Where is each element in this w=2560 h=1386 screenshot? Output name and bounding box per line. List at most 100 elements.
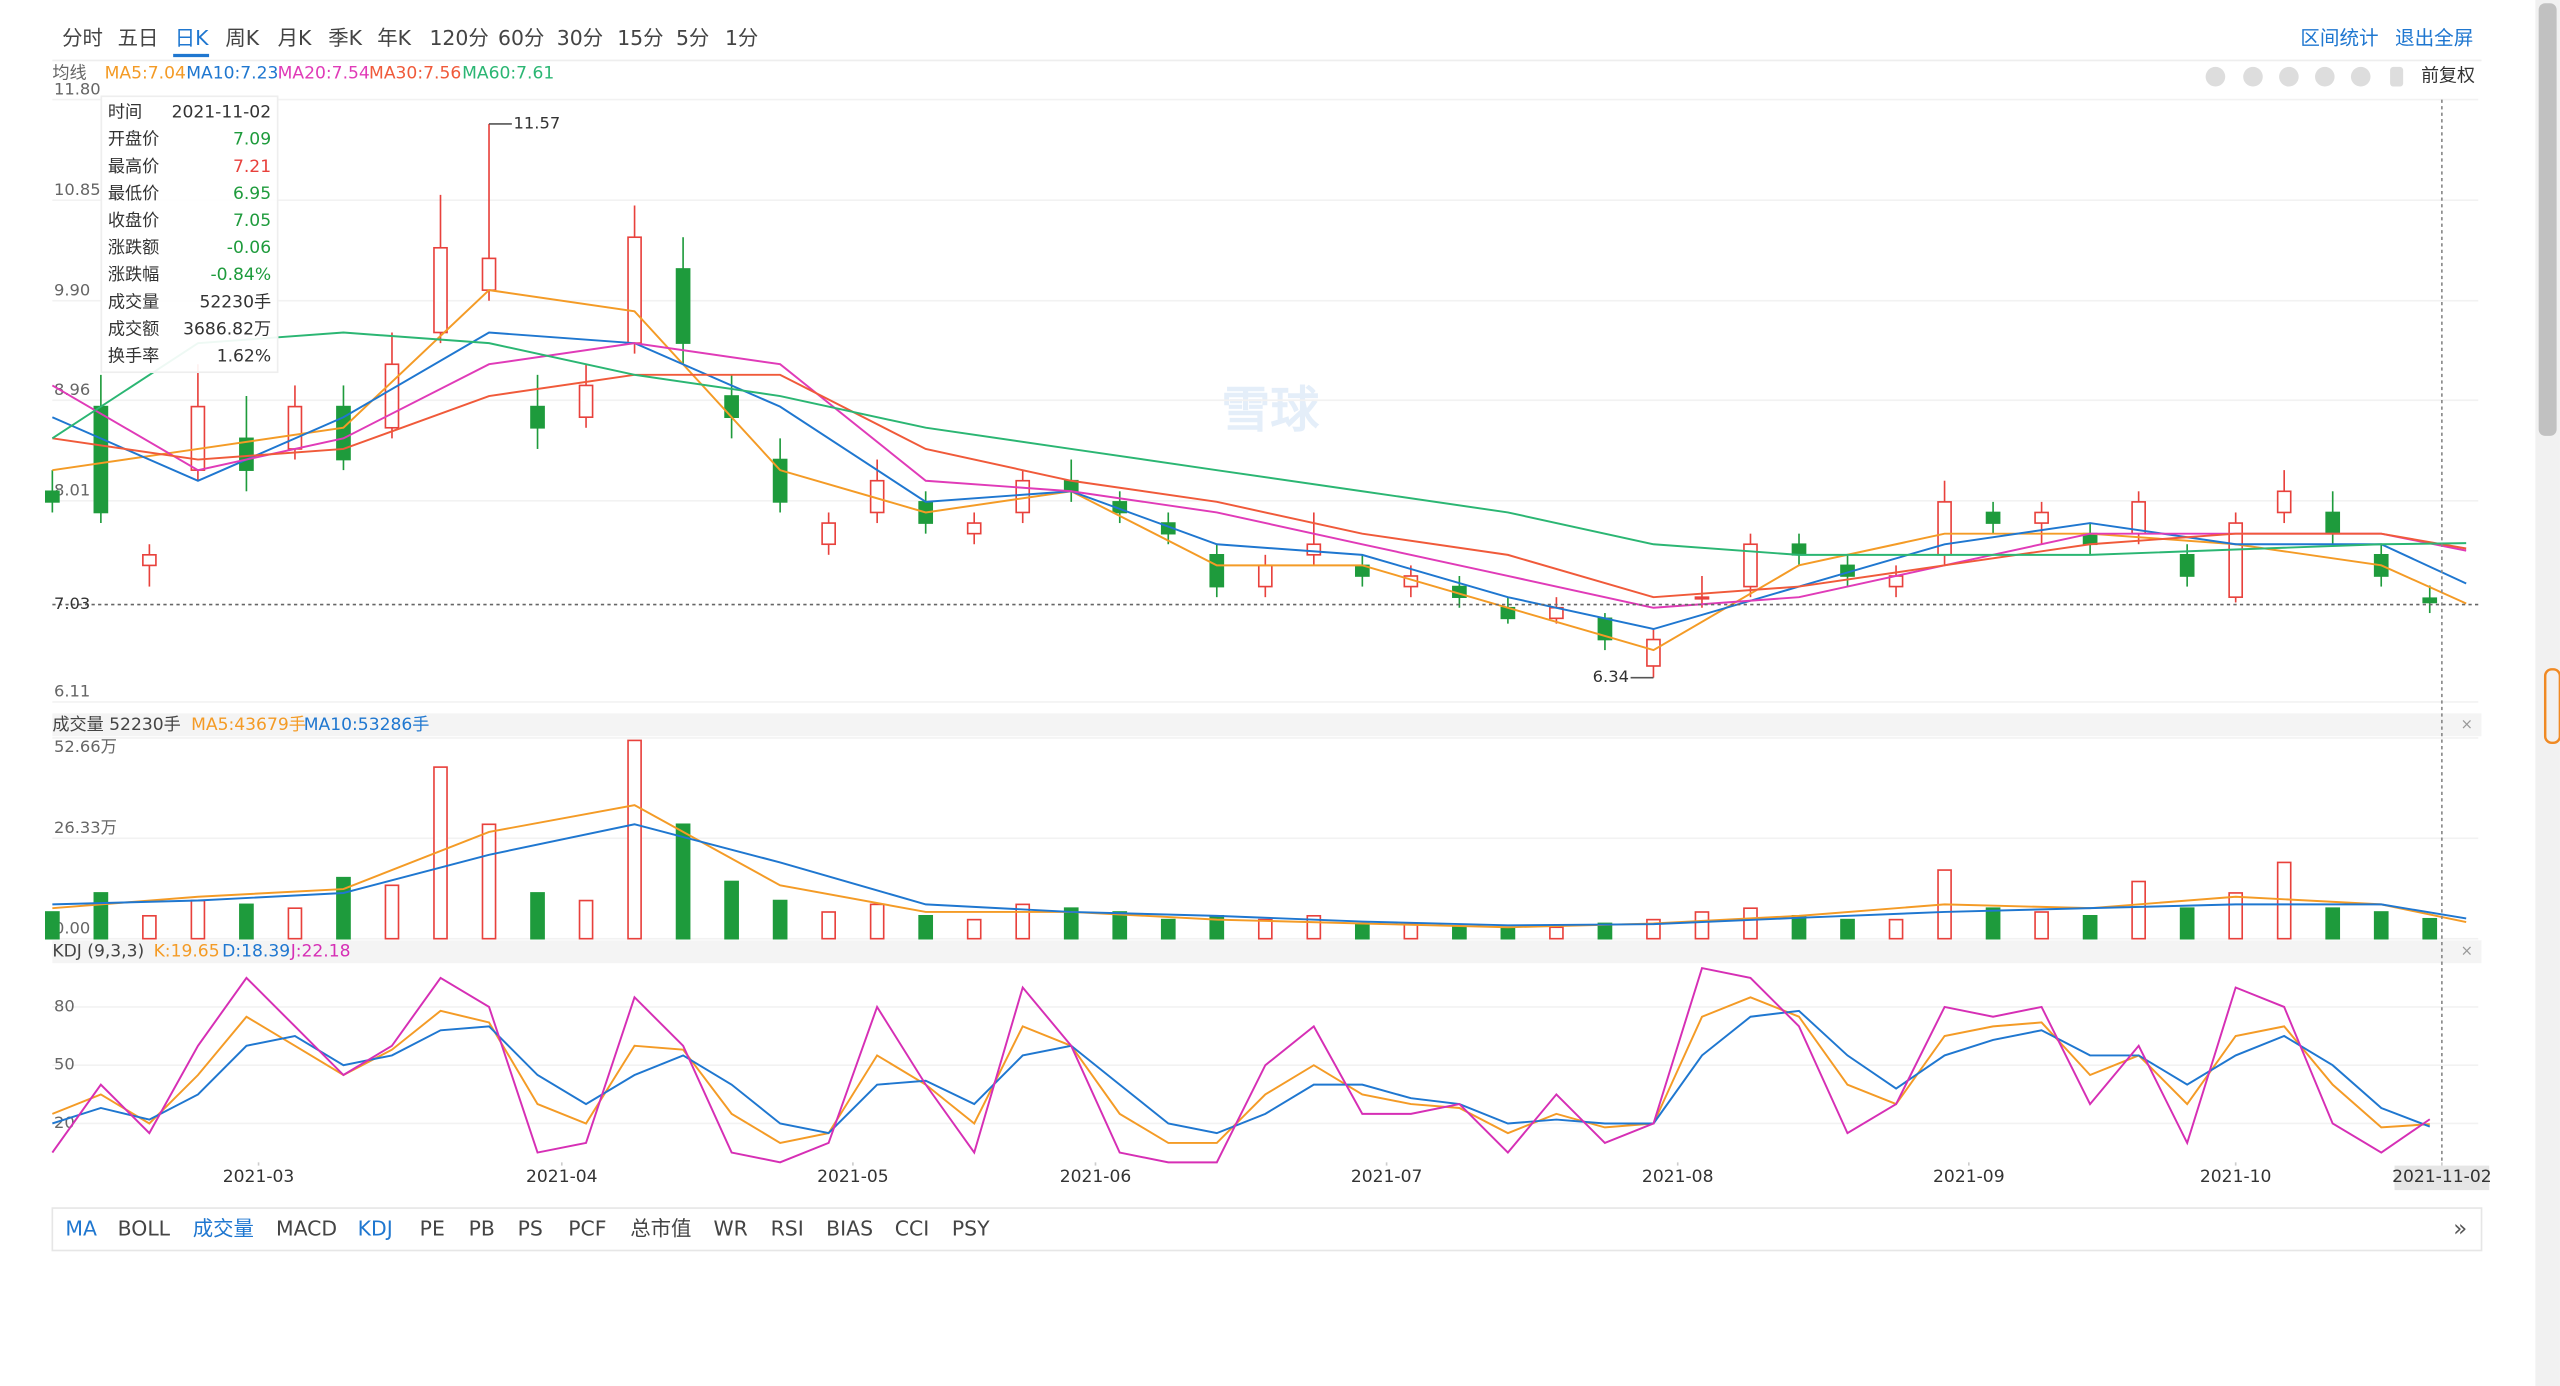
tooltip-value: 7.05 [233, 211, 271, 231]
period-tab[interactable]: 分时 [62, 26, 103, 50]
kdj-line [51, 996, 2430, 1144]
candle-body [821, 522, 836, 546]
icon[interactable] [2205, 66, 2226, 87]
volume-bar [481, 823, 497, 940]
panel-legend: MA10:53286手 [304, 715, 430, 735]
candle-body [578, 384, 594, 419]
indicator-tab[interactable]: BIAS [826, 1216, 873, 1240]
volume-bar [1015, 903, 1031, 940]
indicator-tab[interactable]: MA [65, 1216, 97, 1240]
period-tab[interactable]: 五日 [118, 26, 159, 50]
price-line-label: 7.03 [54, 594, 90, 613]
volume-bar [1354, 922, 1370, 940]
tooltip-box [100, 95, 279, 374]
period-tab[interactable]: 15分 [617, 26, 663, 50]
period-tab[interactable]: 1分 [725, 26, 758, 50]
tooltip-value: 7.09 [233, 130, 271, 150]
volume-bar [1452, 926, 1467, 940]
indicator-tab[interactable]: PE [420, 1216, 445, 1240]
volume-bar [675, 823, 691, 940]
ma-line [52, 289, 2467, 652]
volume-bar [2131, 880, 2146, 940]
candle-body [1791, 543, 1807, 556]
candle-body [481, 257, 497, 291]
volume-bar [45, 911, 60, 940]
period-tab[interactable]: 周K [225, 26, 259, 50]
indicator-tab[interactable]: PB [469, 1216, 495, 1240]
indicator-tab[interactable]: WR [714, 1216, 748, 1240]
period-tab[interactable]: 60分 [498, 26, 544, 50]
volume-bar [2276, 861, 2292, 940]
x-tick-label: 2021-04 [526, 1167, 598, 1187]
indicator-tab[interactable]: PSY [952, 1216, 990, 1240]
panel-legend: MA5:43679手 [191, 715, 306, 735]
kdj-header-bg [52, 940, 2482, 964]
tooltip-label: 开盘价 [108, 130, 159, 150]
candle-body [1985, 511, 2001, 524]
indicator-tab[interactable]: 总市值 [630, 1216, 691, 1240]
annotation-label: 11.57 [514, 113, 561, 132]
toolbar-action[interactable]: 退出全屏 [2395, 27, 2473, 50]
period-tab[interactable]: 年K [377, 26, 411, 50]
tooltip-label: 成交额 [108, 319, 159, 339]
close-icon[interactable]: × [2461, 716, 2473, 733]
kdj-line [52, 1009, 2431, 1135]
volume-header-bg [52, 713, 2482, 737]
ma-legend: MA20:7.54 [278, 63, 370, 83]
volume-bar [724, 880, 739, 940]
y-tick-label: 8.01 [54, 481, 90, 500]
volume-bar [2179, 907, 2195, 940]
candle-body [724, 395, 739, 419]
tooltip-value: 52230手 [200, 292, 272, 312]
volume-ma-line [52, 804, 2467, 929]
y-tick-label: 6.11 [54, 682, 90, 701]
candle-body [2276, 490, 2292, 514]
volume-bar [1063, 907, 1079, 940]
y-tick-label: 8.96 [54, 380, 90, 399]
volume-bar [2373, 911, 2389, 940]
ma-legend: MA5:7.04 [105, 63, 186, 83]
icon[interactable] [2350, 66, 2371, 87]
indicator-tab[interactable]: PS [518, 1216, 543, 1240]
scrollbar-thumb[interactable] [2538, 3, 2557, 436]
volume-bar [287, 907, 303, 940]
volume-bar [1840, 918, 1855, 940]
icon[interactable] [2315, 66, 2335, 87]
period-tab[interactable]: 季K [328, 26, 362, 50]
candle-body [433, 246, 448, 334]
adjust-label[interactable]: 前复权 [2421, 66, 2475, 87]
period-tab[interactable]: 30分 [557, 26, 603, 50]
volume-bar [966, 918, 982, 940]
indicator-tab[interactable]: 成交量 [193, 1216, 254, 1240]
toolbar-action[interactable]: 区间统计 [2300, 27, 2378, 50]
y-tick-label: 50 [54, 1055, 75, 1074]
period-tab[interactable]: 5分 [676, 26, 709, 50]
candle-body [1209, 554, 1225, 588]
indicator-tab[interactable]: RSI [771, 1216, 804, 1240]
icon[interactable] [2390, 66, 2404, 87]
period-tab[interactable]: 日K [175, 26, 209, 50]
x-tick-label: 2021-08 [1642, 1167, 1714, 1187]
indicator-tab[interactable]: CCI [895, 1216, 930, 1240]
indicator-tab[interactable]: KDJ [358, 1216, 393, 1240]
volume-bar [2034, 911, 2049, 940]
volume-bar [1694, 911, 1710, 940]
indicator-tab[interactable]: BOLL [118, 1216, 171, 1240]
icon[interactable] [2279, 66, 2299, 87]
candle-body [675, 268, 691, 344]
indicator-tab[interactable]: MACD [276, 1216, 337, 1240]
period-tab[interactable]: 120分 [429, 26, 488, 50]
period-tab[interactable]: 月K [278, 26, 312, 50]
indicator-tab[interactable]: PCF [568, 1216, 606, 1240]
x-tick-label: 2021-07 [1351, 1167, 1423, 1187]
volume-bar [190, 899, 206, 940]
close-icon[interactable]: × [2461, 943, 2473, 960]
candle-body [1743, 543, 1758, 588]
volume-bar [2228, 892, 2244, 940]
tooltip-label: 收盘价 [108, 211, 159, 231]
candle-body [530, 405, 545, 429]
more-button[interactable]: » [2453, 1216, 2467, 1242]
candle-body [1257, 564, 1273, 588]
icon[interactable] [2243, 66, 2263, 87]
